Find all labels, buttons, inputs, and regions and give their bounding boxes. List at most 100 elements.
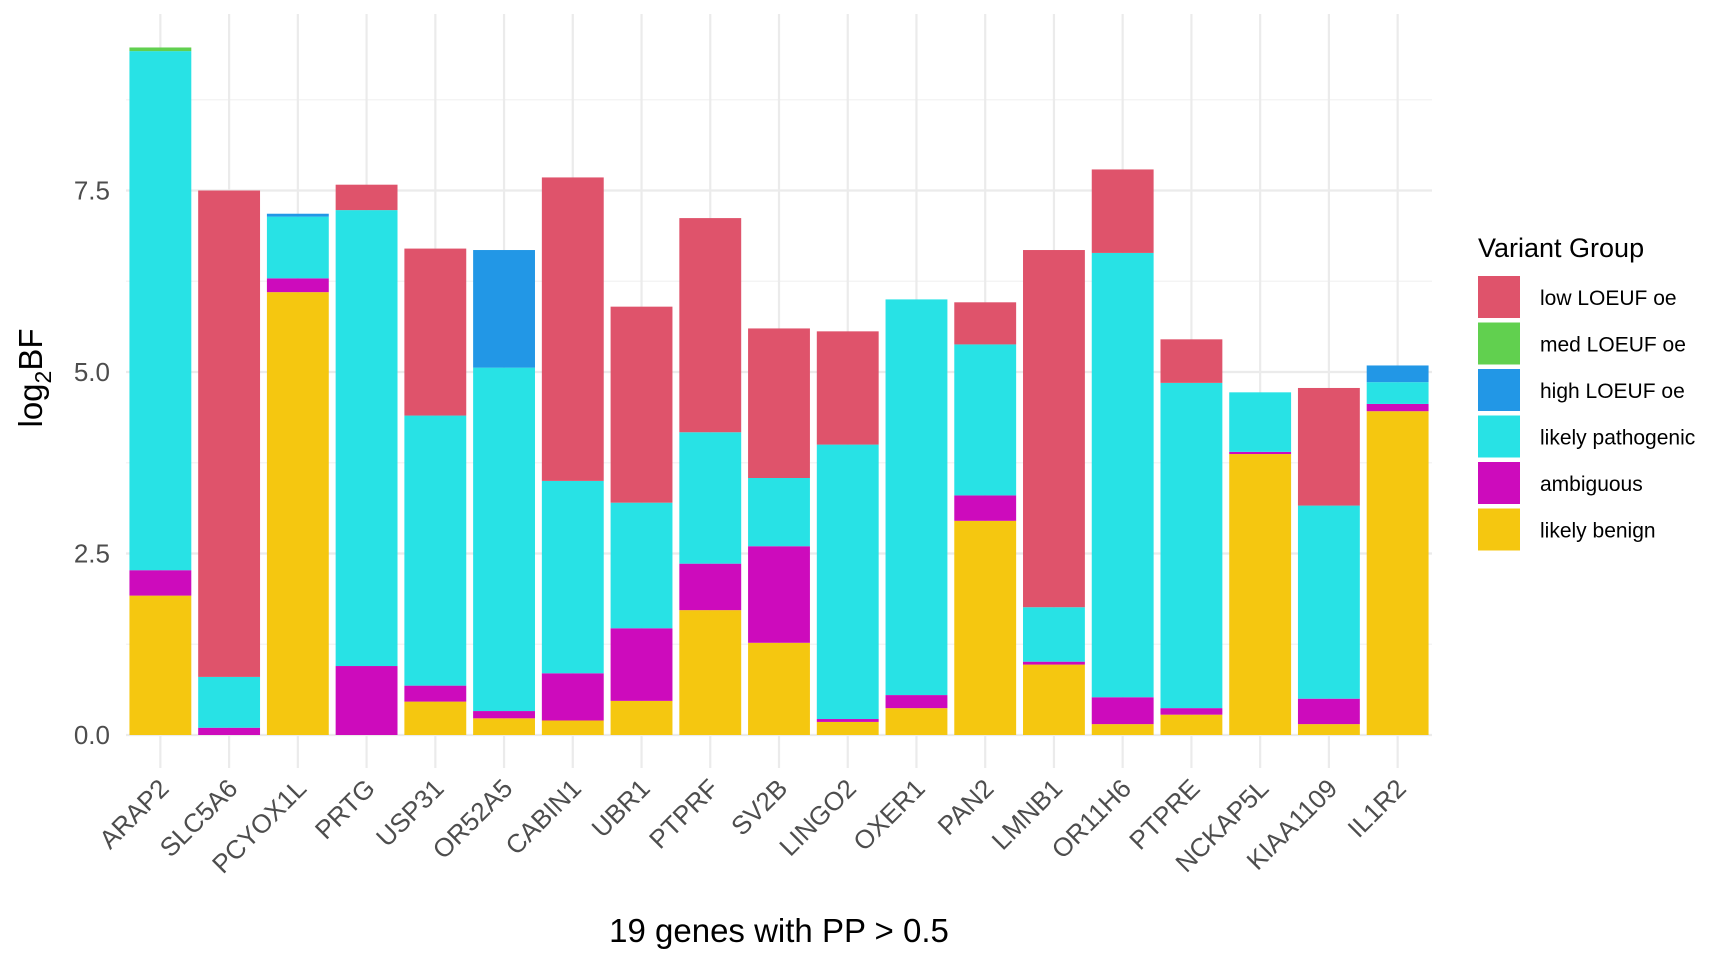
bar-segment (1023, 250, 1085, 608)
bar-segment (266, 213, 329, 217)
bar-segment (1160, 714, 1223, 735)
y-tick-label: 2.5 (74, 539, 110, 569)
bar-segment (1229, 392, 1292, 452)
bar-segment (1160, 382, 1223, 709)
y-axis-title-tail: BF (12, 328, 49, 370)
bar-segment (266, 216, 329, 279)
legend-swatch (1478, 508, 1520, 551)
bar-segment (129, 595, 192, 735)
bar-segment (954, 302, 1017, 345)
y-tick-label: 0.0 (74, 720, 110, 750)
bar-segment (541, 177, 604, 481)
bar-segment (1091, 697, 1154, 725)
x-axis-title: 19 genes with PP > 0.5 (609, 912, 949, 949)
legend-label: likely benign (1540, 520, 1656, 543)
bar-segment (129, 51, 192, 571)
legend-label: likely pathogenic (1540, 427, 1695, 450)
bar-segment (885, 695, 948, 709)
bar-segment (679, 610, 742, 735)
bar-segment (1229, 454, 1292, 735)
legend: Variant Group low LOEUF oe med LOEUF oe hi… (1478, 233, 1695, 551)
bar-segment (1229, 451, 1292, 455)
bar-segment (610, 700, 673, 735)
bars (129, 47, 1429, 735)
bar-segment (748, 328, 810, 478)
bar-segment (1160, 708, 1223, 715)
bar-segment (1091, 169, 1154, 253)
bar-segment (816, 331, 879, 445)
bar-segment (129, 570, 192, 596)
bar-segment (1366, 411, 1429, 735)
bar-segment (610, 306, 673, 503)
bar-segment (404, 685, 467, 702)
legend-items: low LOEUF oe med LOEUF oe high LOEUF oe lik… (1478, 276, 1695, 551)
bar-segment (679, 218, 742, 433)
bar-segment (473, 367, 535, 712)
bar-segment (1023, 661, 1085, 665)
bar-segment (816, 444, 879, 720)
bar-segment (610, 502, 673, 629)
bar-segment (1023, 607, 1085, 662)
bar-segment (816, 719, 879, 722)
bar-segment (748, 477, 810, 547)
legend-swatch (1478, 415, 1520, 458)
bar-segment (954, 495, 1017, 521)
legend-label: low LOEUF oe (1540, 287, 1677, 310)
bar-segment (1366, 403, 1429, 412)
bar-segment (954, 344, 1017, 496)
bar-segment (816, 721, 879, 735)
x-axis-ticks: ARAP2SLC5A6PCYOX1LPRTGUSP31OR52A5CABIN1U… (93, 773, 1412, 879)
bar-segment (1091, 252, 1154, 698)
bar-segment (885, 299, 948, 696)
bar-segment (541, 673, 604, 721)
bar-segment (335, 210, 398, 667)
y-tick-label: 5.0 (74, 357, 110, 387)
bar-segment (1297, 724, 1360, 735)
legend-swatch (1478, 462, 1520, 504)
bar-segment (610, 628, 673, 701)
x-tick-label: PTPRF (643, 773, 724, 854)
legend-label: med LOEUF oe (1540, 334, 1686, 357)
legend-swatch (1478, 369, 1520, 411)
bar-segment (1023, 664, 1085, 735)
bar-segment (954, 520, 1017, 735)
bar-segment (748, 546, 810, 643)
bar-segment (473, 718, 535, 735)
bar-segment (129, 47, 192, 52)
y-tick-label: 7.5 (74, 176, 110, 206)
bar-segment (679, 563, 742, 611)
x-tick-label: OXER1 (847, 773, 931, 857)
bar-segment (335, 184, 398, 211)
legend-title: Variant Group (1478, 233, 1644, 263)
x-tick-label: IL1R2 (1342, 773, 1412, 843)
bar-segment (404, 415, 467, 686)
bar-segment (679, 432, 742, 564)
bar-segment (404, 701, 467, 735)
bar-segment (1297, 505, 1360, 699)
bar-segment (198, 727, 261, 735)
x-tick-label: CABIN1 (499, 773, 587, 861)
bar-segment (198, 676, 261, 728)
y-axis-title-subscript: 2 (30, 371, 56, 384)
bar-segment (1091, 724, 1154, 735)
legend-label: ambiguous (1540, 473, 1643, 496)
y-axis-ticks: 0.0 2.5 5.0 7.5 (74, 176, 110, 751)
bar-segment (198, 190, 261, 677)
bar-segment (1297, 387, 1360, 506)
bar-segment (748, 642, 810, 735)
legend-label: high LOEUF oe (1540, 380, 1685, 403)
bar-segment (404, 248, 467, 416)
bar-segment (473, 250, 535, 368)
x-tick-label: PRTG (309, 773, 381, 845)
bar-segment (1297, 698, 1360, 725)
bar-segment (1366, 382, 1429, 404)
bar-segment (266, 292, 329, 735)
bar-segment (1366, 365, 1429, 383)
bar-segment (885, 708, 948, 735)
bar-segment (541, 720, 604, 735)
bar-segment (335, 666, 398, 735)
y-axis-title: log2BF (12, 328, 56, 427)
legend-swatch (1478, 322, 1520, 365)
